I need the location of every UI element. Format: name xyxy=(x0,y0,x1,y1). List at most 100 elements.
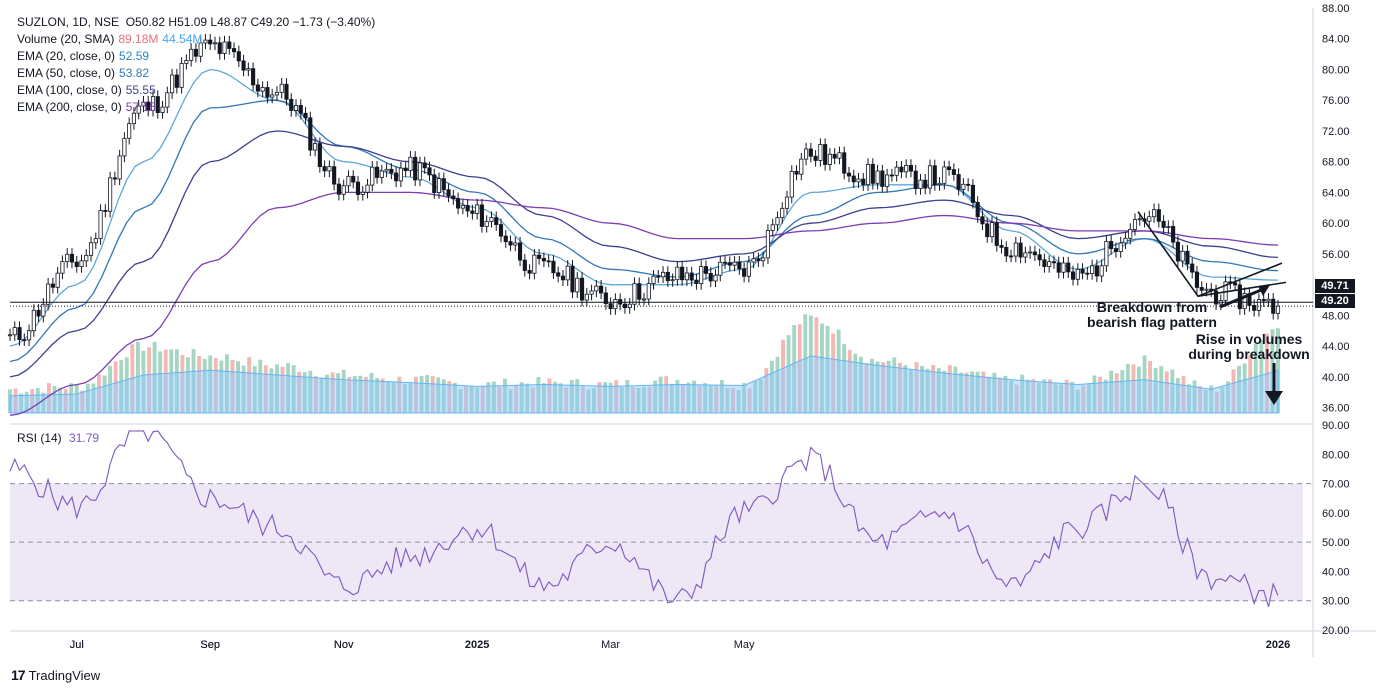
candle-body xyxy=(556,272,561,277)
candle-body xyxy=(846,172,852,177)
candle-body xyxy=(1042,259,1047,267)
candle-body xyxy=(422,162,427,169)
candle-body xyxy=(1123,237,1128,244)
candle-body xyxy=(79,260,84,267)
rsi-line xyxy=(9,430,1279,607)
candle-body xyxy=(346,175,351,187)
breakdown-annotation: Breakdown from bearish flag pattern xyxy=(1087,299,1217,330)
rsi-tick-label: 60.00 xyxy=(1322,508,1350,520)
candle-body xyxy=(31,309,36,332)
candle-body xyxy=(465,204,470,212)
candle-body xyxy=(160,106,165,113)
candle-body xyxy=(260,87,265,92)
candle-body xyxy=(751,258,756,263)
breakdown-arrow xyxy=(1219,286,1267,309)
candle-body xyxy=(837,152,842,159)
candle-body xyxy=(575,277,580,293)
candle-body xyxy=(470,210,475,214)
ema200-line xyxy=(9,191,1279,416)
candle-body xyxy=(870,163,875,184)
candle-body xyxy=(127,123,132,139)
candle-body xyxy=(1199,287,1204,291)
price-tag-last: 49.20 xyxy=(1315,294,1355,308)
candle-body xyxy=(813,155,818,161)
candle-body xyxy=(1256,299,1262,311)
volume-bars xyxy=(8,314,1280,414)
candle-body xyxy=(670,279,675,282)
candle-body xyxy=(927,165,933,189)
candle-body xyxy=(703,266,709,274)
candle-body xyxy=(298,105,303,114)
candle-body xyxy=(108,177,113,212)
candle-body xyxy=(212,42,218,45)
candle-body xyxy=(498,224,504,237)
candle-body xyxy=(775,217,780,226)
candle-body xyxy=(332,166,337,185)
breakdown-arrowhead-icon xyxy=(1258,285,1270,296)
candle-body xyxy=(1213,290,1219,305)
candle-body xyxy=(446,189,451,197)
candle-body xyxy=(894,166,899,176)
candle-body xyxy=(236,51,241,62)
candle-body xyxy=(546,260,551,263)
candle-body xyxy=(789,170,794,198)
candle-body xyxy=(980,216,985,225)
candle-body xyxy=(413,156,418,181)
candle-body xyxy=(684,272,689,281)
candle-body xyxy=(341,185,346,195)
candle-body xyxy=(274,91,280,96)
ema200-value: 57.15 xyxy=(125,100,156,114)
candle-body xyxy=(403,167,408,172)
ohlc-values: O50.82 H51.09 L48.87 C49.20 −1.73 (−3.40… xyxy=(125,15,376,29)
candle-body xyxy=(360,191,365,195)
candle-body xyxy=(69,253,75,263)
candle-body xyxy=(322,166,327,172)
candle-body xyxy=(942,166,947,184)
price-tick-label: 64.00 xyxy=(1322,187,1350,199)
time-tick-label: Jul xyxy=(70,639,84,651)
candle-body xyxy=(999,245,1004,248)
candle-body xyxy=(327,166,332,172)
time-tick-label: 2025 xyxy=(465,639,489,651)
flag-lower-line xyxy=(1197,281,1287,297)
price-tick-label: 76.00 xyxy=(1322,95,1350,107)
candle-body xyxy=(913,170,918,189)
candle-body xyxy=(1180,250,1185,262)
candle-body xyxy=(1194,271,1200,288)
candle-body xyxy=(1275,305,1281,314)
price-tick-label: 68.00 xyxy=(1322,157,1350,169)
candle-body xyxy=(36,309,41,317)
candle-body xyxy=(570,265,575,293)
candle-body xyxy=(408,156,413,172)
candle-body xyxy=(98,210,103,240)
candle-body xyxy=(599,285,604,294)
candle-body xyxy=(1008,255,1014,258)
price-tick-label: 60.00 xyxy=(1322,218,1350,230)
ema50-value: 53.82 xyxy=(119,66,150,80)
candle-body xyxy=(742,268,747,277)
candle-body xyxy=(208,39,213,45)
candle-body xyxy=(451,195,456,200)
brand-name: TradingView xyxy=(28,667,101,683)
candle-body xyxy=(432,174,437,194)
candle-body xyxy=(513,242,518,246)
candle-body xyxy=(374,166,380,178)
volume-sma-value: 44.54M xyxy=(162,32,203,46)
candle-body xyxy=(241,60,246,71)
candle-body xyxy=(279,83,284,93)
candle-body xyxy=(1080,268,1085,274)
candle-body xyxy=(951,169,956,175)
candle-body xyxy=(456,198,461,209)
rsi-value: 31.79 xyxy=(69,431,100,445)
candle-body xyxy=(103,210,108,212)
candles xyxy=(7,33,1281,346)
candle-body xyxy=(851,175,856,183)
candle-body xyxy=(17,327,22,341)
candle-body xyxy=(1252,305,1257,311)
candle-body xyxy=(141,101,146,107)
candle-body xyxy=(718,261,723,276)
candle-body xyxy=(966,183,971,186)
candle-body xyxy=(865,163,871,186)
candle-body xyxy=(1190,263,1195,273)
